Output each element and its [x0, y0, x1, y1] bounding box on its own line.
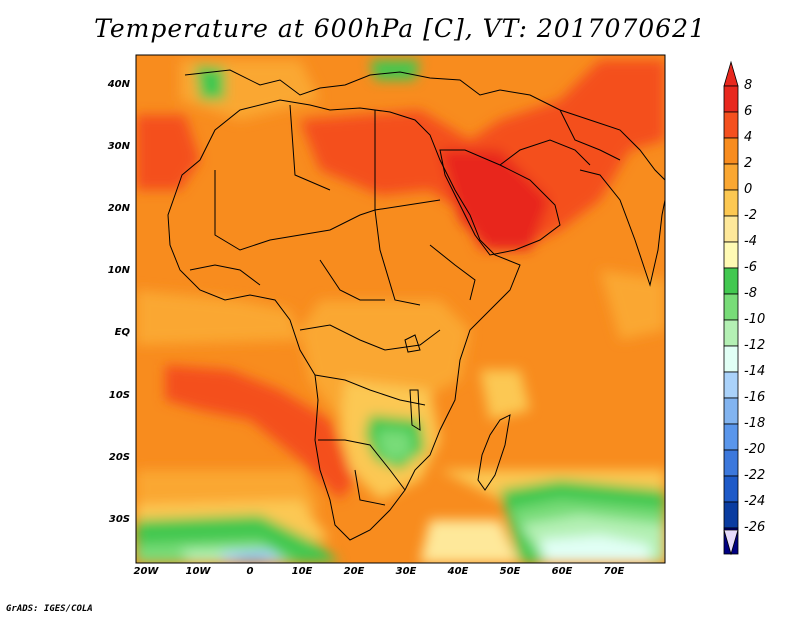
colorbar-label: 8	[744, 78, 753, 93]
colorbar-label: -12	[744, 338, 766, 353]
lon-label: 60E	[551, 566, 573, 577]
lon-label: 0	[246, 566, 254, 577]
lon-label: 30E	[395, 566, 417, 577]
colorbar-label: -4	[744, 234, 757, 249]
colorbar-label: -6	[744, 260, 757, 275]
lon-label: 40E	[447, 566, 469, 577]
lat-label: 40N	[107, 79, 130, 90]
lat-label: 10S	[108, 390, 130, 401]
lon-label: 70E	[603, 566, 625, 577]
credit-text: GrADS: IGES/COLA	[6, 604, 93, 614]
lon-label: 50E	[499, 566, 521, 577]
colorbar-label: 2	[744, 156, 753, 171]
colorbar-label: -26	[744, 520, 766, 535]
temperature-field	[136, 55, 665, 563]
colorbar-label: 0	[744, 182, 753, 197]
colorbar-label: -18	[744, 416, 766, 431]
lat-label: 20N	[107, 203, 130, 214]
colorbar	[723, 60, 739, 556]
lon-label: 10E	[291, 566, 313, 577]
lat-label: EQ	[114, 327, 130, 338]
colorbar-label: -16	[744, 390, 766, 405]
colorbar-label: -2	[744, 208, 757, 223]
colorbar-label: -10	[744, 312, 766, 327]
colorbar-lower-arrow	[723, 529, 739, 556]
colorbar-label: -20	[744, 442, 766, 457]
map-frame	[135, 54, 666, 564]
lat-label: 10N	[107, 265, 130, 276]
lon-label: 20W	[133, 566, 159, 577]
colorbar-label: -14	[744, 364, 766, 379]
map-title: Temperature at 600hPa [C], VT: 201707062…	[94, 14, 706, 43]
colorbar-label: -8	[744, 286, 757, 301]
lat-label: 30S	[108, 514, 130, 525]
colorbar-label: 4	[744, 130, 753, 145]
lon-label: 10W	[185, 566, 211, 577]
colorbar-upper-arrow	[723, 60, 739, 87]
colorbar-label: 6	[744, 104, 753, 119]
lat-label: 30N	[107, 141, 130, 152]
lon-label: 20E	[343, 566, 365, 577]
colorbar-label: -24	[744, 494, 766, 509]
colorbar-label: -22	[744, 468, 766, 483]
lat-label: 20S	[108, 452, 130, 463]
